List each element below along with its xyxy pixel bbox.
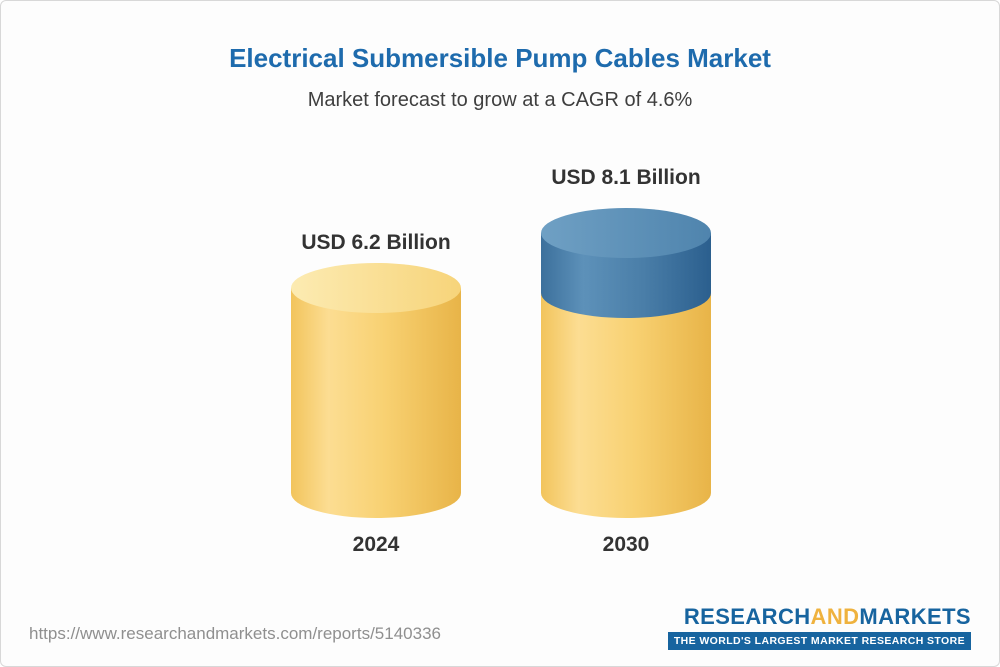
logo-word-markets: MARKETS: [859, 603, 971, 629]
page-subtitle: Market forecast to grow at a CAGR of 4.6…: [307, 89, 693, 111]
logo-word-and: AND: [810, 603, 860, 629]
axis-label-2030: 2030: [602, 533, 650, 556]
bar-group-2030: [541, 208, 711, 523]
cylinder-2024-icon: [291, 263, 461, 518]
footer-url: https://www.researchandmarkets.com/repor…: [29, 624, 441, 643]
logo-tagline: THE WORLD'S LARGEST MARKET RESEARCH STOR…: [667, 632, 971, 650]
researchandmarkets-logo: RESEARCHANDMARKETS THE WORLD'S LARGEST M…: [667, 603, 971, 650]
page-title: Electrical Submersible Pump Cables Marke…: [229, 43, 771, 73]
value-label-2030: USD 8.1 Billion: [551, 166, 701, 189]
value-label-2024: USD 6.2 Billion: [301, 231, 451, 254]
logo-word-research: RESEARCH: [683, 603, 811, 629]
logo-wordmark: RESEARCHANDMARKETS: [683, 603, 971, 629]
bar-group-2024: [291, 263, 461, 523]
cylinder-2030-icon: [541, 208, 711, 518]
axis-label-2024: 2024: [352, 533, 400, 556]
